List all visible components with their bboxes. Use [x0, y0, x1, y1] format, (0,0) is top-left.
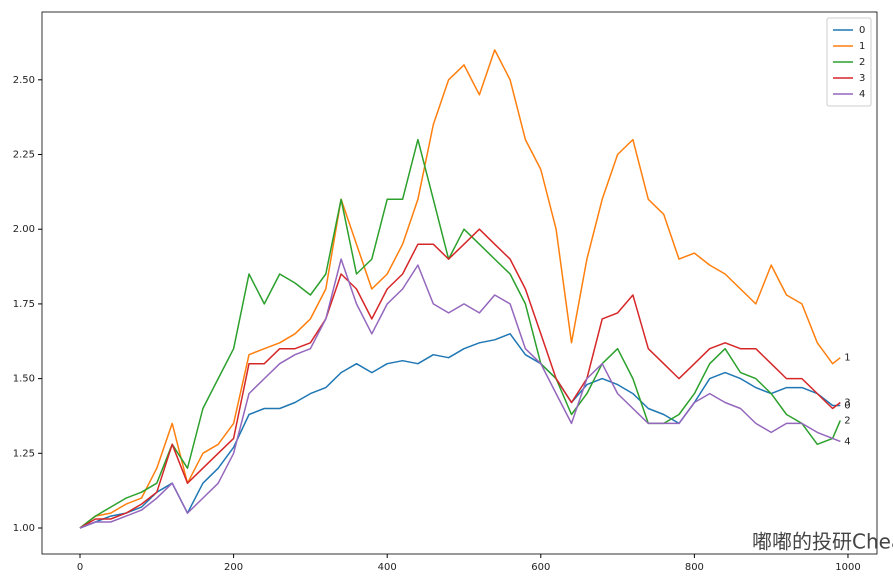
y-tick-label: 1.25 [13, 448, 35, 459]
x-tick-label: 400 [378, 562, 397, 573]
end-label: 2 [844, 415, 850, 426]
legend-label: 2 [859, 57, 865, 68]
watermark: 嘟嘟的投研CheatSheet [752, 530, 893, 554]
y-tick-label: 2.00 [13, 224, 35, 235]
y-tick-label: 1.00 [13, 523, 35, 534]
legend-label: 3 [859, 73, 865, 84]
end-label: 1 [844, 353, 850, 364]
series-line [79, 258, 841, 529]
end-label: 3 [844, 398, 850, 409]
end-label: 4 [844, 436, 850, 447]
y-tick-label: 1.50 [13, 374, 35, 385]
y-tick-label: 2.50 [13, 75, 35, 86]
y-tick-label: 2.25 [13, 150, 35, 161]
series-line [79, 228, 841, 529]
y-tick-label: 1.75 [13, 299, 35, 310]
legend-label: 0 [859, 25, 865, 36]
legend-label: 1 [859, 41, 865, 52]
x-tick-label: 800 [685, 562, 704, 573]
plot-frame [41, 11, 878, 555]
x-tick-label: 0 [77, 562, 83, 573]
series-line [79, 49, 841, 529]
series-line [79, 333, 841, 529]
end-label: 0 [844, 401, 850, 412]
series-line [79, 138, 841, 529]
x-tick-label: 600 [531, 562, 550, 573]
legend-label: 4 [859, 89, 865, 100]
x-tick-label: 1000 [835, 562, 860, 573]
x-tick-label: 200 [224, 562, 243, 573]
